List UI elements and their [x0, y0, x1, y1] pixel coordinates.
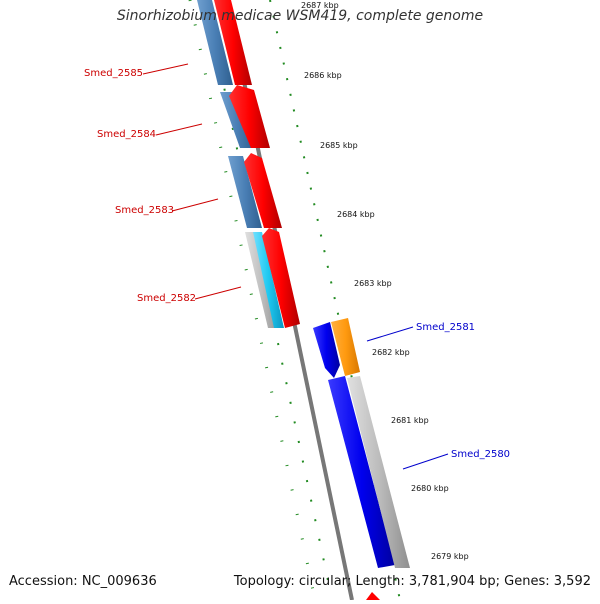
gene-label-forward[interactable]: Smed_2584	[97, 129, 156, 140]
gene-smed-2582-cyan[interactable]	[253, 232, 284, 328]
gene-smed-2581[interactable]	[313, 322, 340, 378]
genome-summary: Topology: circular; Length: 3,781,904 bp…	[233, 574, 591, 589]
accession-info: Accession: NC_009636	[9, 574, 157, 589]
kbp-tick-label: 2680 kbp	[411, 484, 449, 493]
kbp-tick-label: 2686 kbp	[304, 71, 342, 80]
gene-smed-2585[interactable]	[229, 85, 270, 148]
gene-smed-2586[interactable]	[214, 0, 252, 85]
forward-strand	[197, 0, 380, 600]
gene-smed-2582[interactable]	[262, 228, 300, 328]
kbp-tick-label: 2687 kbp	[301, 1, 339, 10]
gene-label-connector	[171, 198, 219, 212]
kbp-tick-label: 2682 kbp	[372, 348, 410, 357]
gene-label-connector	[402, 453, 449, 470]
kbp-tick-label: 2685 kbp	[320, 141, 358, 150]
gene-smed-2580[interactable]	[328, 376, 395, 568]
gene-label-reverse[interactable]: Smed_2581	[416, 322, 475, 333]
gene-track-smed-2584-outer[interactable]	[228, 156, 262, 228]
gene-labels: Smed_2585 Smed_2584 Smed_2583 Smed_2582 Smed…	[84, 63, 510, 470]
gene-smed-2581-orange[interactable]	[331, 318, 360, 376]
genome-title: Sinorhizobium medicae WSM419, complete g…	[116, 8, 484, 24]
gene-smed-2584[interactable]	[244, 153, 282, 228]
kbp-tick-label: 2683 kbp	[354, 279, 392, 288]
gene-label-connector	[142, 63, 189, 75]
gene-smed-2580-outer[interactable]	[347, 376, 410, 568]
gene-label-connector	[194, 286, 242, 300]
gene-label-forward[interactable]: Smed_2585	[84, 68, 143, 79]
gene-label-forward[interactable]: Smed_2582	[137, 293, 196, 304]
gene-label-reverse[interactable]: Smed_2580	[451, 449, 510, 460]
kbp-tick-label: 2684 kbp	[337, 210, 375, 219]
gene-label-connector	[155, 123, 203, 136]
reverse-strand	[313, 318, 410, 568]
gene-track-smed-2586-outer[interactable]	[197, 0, 233, 85]
kbp-tick-label: 2681 kbp	[391, 416, 429, 425]
kbp-tick-label: 2679 kbp	[431, 552, 469, 561]
kbp-scale: 2687 kbp 2686 kbp 2685 kbp 2684 kbp 2683 kbp…	[301, 1, 469, 561]
gene-label-connector	[366, 326, 414, 342]
gene-bottom-fragment[interactable]	[366, 592, 380, 600]
gene-label-forward[interactable]: Smed_2583	[115, 205, 174, 216]
